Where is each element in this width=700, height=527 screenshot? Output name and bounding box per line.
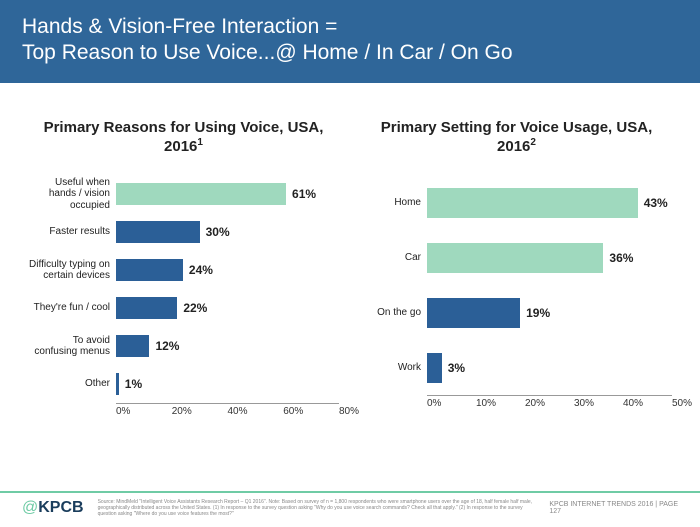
x-tick-label: 0% (116, 406, 172, 417)
bar-row: Car 36% (361, 230, 672, 285)
x-tick-label: 30% (574, 398, 623, 409)
bar-track: 12% (116, 327, 339, 365)
bar-value-label: 36% (609, 251, 633, 265)
x-tick-label: 20% (172, 406, 228, 417)
chart-right-plot: Home 43% Car 36% On the go 19% Work 3% 0%10%20%3… (361, 175, 672, 445)
chart-left-title: Primary Reasons for Using Voice, USA, 20… (28, 119, 339, 158)
bar-row: Home 43% (361, 175, 672, 230)
bar-category-label: Difficulty typing on certain devices (28, 259, 116, 282)
bar-track: 3% (427, 340, 672, 395)
logo-at-sign: @ (22, 499, 38, 516)
bar-row: Faster results 30% (28, 213, 339, 251)
bar-track: 24% (116, 251, 339, 289)
bar-value-label: 12% (155, 339, 179, 353)
bar-track: 22% (116, 289, 339, 327)
chart-right-title: Primary Setting for Voice Usage, USA, 20… (361, 119, 672, 158)
bar-track: 1% (116, 365, 339, 403)
x-tick-label: 0% (427, 398, 476, 409)
bar-track: 61% (116, 175, 339, 213)
x-axis: 0%10%20%30%40%50% (427, 395, 672, 409)
chart-left-plot: Useful when hands / vision occupied 61% Fa… (28, 175, 339, 445)
x-tick-label: 40% (623, 398, 672, 409)
bar-track: 30% (116, 213, 339, 251)
bar-category-label: Work (361, 362, 427, 374)
footer-page-info: KPCB INTERNET TRENDS 2016 | PAGE 127 (549, 501, 678, 515)
kpcb-logo: @KPCB (22, 499, 84, 517)
bar-category-label: On the go (361, 307, 427, 319)
slide-title: Hands & Vision-Free Interaction = Top Re… (22, 14, 678, 67)
bar-track: 36% (427, 230, 672, 285)
bar-value-label: 61% (292, 187, 316, 201)
bar-category-label: They're fun / cool (28, 302, 116, 314)
bar (116, 183, 286, 205)
x-axis: 0%20%40%60%80% (116, 403, 339, 417)
x-tick-label: 60% (283, 406, 339, 417)
bar-category-label: Other (28, 378, 116, 390)
bar (427, 188, 638, 218)
bar-value-label: 30% (206, 225, 230, 239)
bar (116, 259, 183, 281)
bar-category-label: Faster results (28, 226, 116, 238)
bar-row: Useful when hands / vision occupied 61% (28, 175, 339, 213)
bar (116, 335, 149, 357)
bar-row: To avoid confusing menus 12% (28, 327, 339, 365)
logo-text: KPCB (38, 499, 83, 516)
bar-row: On the go 19% (361, 285, 672, 340)
bar (116, 297, 177, 319)
bar-row: Other 1% (28, 365, 339, 403)
bar-row: They're fun / cool 22% (28, 289, 339, 327)
slide-header: Hands & Vision-Free Interaction = Top Re… (0, 0, 700, 83)
bar-value-label: 19% (526, 306, 550, 320)
bar-value-label: 3% (448, 361, 465, 375)
bar (116, 221, 200, 243)
bar (427, 298, 520, 328)
bar-category-label: Useful when hands / vision occupied (28, 177, 116, 212)
title-line-1: Hands & Vision-Free Interaction = (22, 15, 337, 38)
bar-value-label: 24% (189, 263, 213, 277)
bar-category-label: Home (361, 197, 427, 209)
chart-reasons: Primary Reasons for Using Voice, USA, 20… (28, 119, 339, 446)
bar-value-label: 1% (125, 377, 142, 391)
bar-value-label: 43% (644, 196, 668, 210)
x-tick-label: 20% (525, 398, 574, 409)
bar-track: 43% (427, 175, 672, 230)
bar (427, 243, 603, 273)
bar-row: Difficulty typing on certain devices 24% (28, 251, 339, 289)
bar (427, 353, 442, 383)
page-number: 127 (549, 508, 561, 515)
bar-track: 19% (427, 285, 672, 340)
charts-area: Primary Reasons for Using Voice, USA, 20… (0, 83, 700, 446)
bar (116, 373, 119, 395)
source-footnote: Source: MindMeld "Intelligent Voice Assi… (98, 499, 536, 517)
chart-settings: Primary Setting for Voice Usage, USA, 20… (361, 119, 672, 446)
slide-footer: @KPCB Source: MindMeld "Intelligent Voic… (0, 491, 700, 521)
bar-value-label: 22% (183, 301, 207, 315)
x-tick-label: 10% (476, 398, 525, 409)
title-line-2: Top Reason to Use Voice...@ Home / In Ca… (22, 41, 513, 64)
bar-category-label: To avoid confusing menus (28, 335, 116, 358)
bar-row: Work 3% (361, 340, 672, 395)
x-tick-label: 40% (228, 406, 284, 417)
bar-category-label: Car (361, 252, 427, 264)
